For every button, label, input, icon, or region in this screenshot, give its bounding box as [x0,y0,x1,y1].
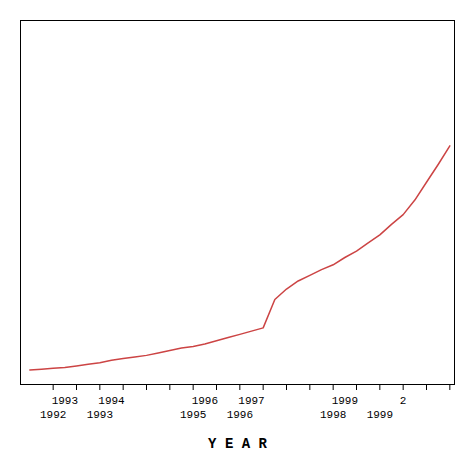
svg-text:1997: 1997 [238,395,264,407]
svg-text:1995: 1995 [180,409,206,421]
svg-text:Y E A R: Y E A R [208,436,267,452]
svg-text:1996: 1996 [192,395,218,407]
svg-text:1996: 1996 [227,409,253,421]
svg-text:1994: 1994 [98,395,125,407]
svg-text:1998: 1998 [320,409,346,421]
svg-text:1993: 1993 [87,409,113,421]
svg-text:1999: 1999 [367,409,393,421]
svg-text:1993: 1993 [52,395,78,407]
svg-text:1999: 1999 [332,395,358,407]
svg-text:2: 2 [400,395,407,407]
svg-text:1992: 1992 [40,409,66,421]
